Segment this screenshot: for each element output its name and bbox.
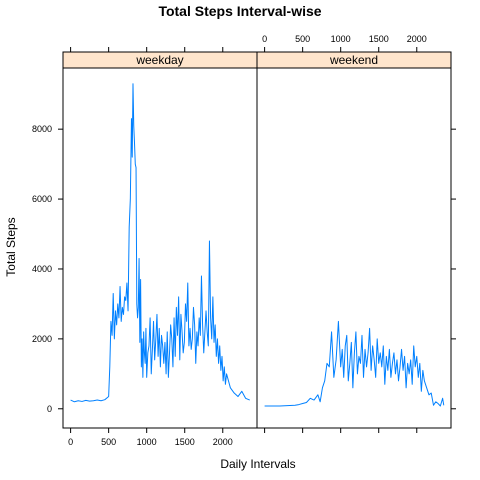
chart-title: Total Steps Interval-wise [158,3,321,19]
x-tick-label: 1500 [369,34,389,44]
y-tick-label: 0 [47,404,52,414]
x-tick-label: 0 [262,34,267,44]
chart-body: weekday 0 500 1000 1500 2000 weekend 0 500 1000 15… [32,34,456,447]
y-tick-label: 4000 [32,264,52,274]
panel-frame-weekday [62,67,258,429]
x-tick-label: 0 [68,437,73,447]
y-tick-label: 6000 [32,194,52,204]
series-line-weekend [264,320,445,407]
x-tick-label: 500 [101,437,116,447]
x-tick-label: 500 [295,34,310,44]
x-axis-label: Daily Intervals [220,457,295,471]
x-tick-label: 1000 [331,34,351,44]
y-axis-label: Total Steps [4,217,18,276]
x-tick-label: 1000 [137,437,157,447]
y-tick-label: 8000 [32,124,52,134]
x-tick-label: 2000 [407,34,427,44]
x-tick-label: 1500 [175,437,195,447]
strip-label-weekday: weekday [135,53,183,67]
panel-frame-weekend [256,67,452,429]
x-tick-label: 2000 [213,437,233,447]
strip-label-weekend: weekend [329,53,378,67]
y-tick-label: 2000 [32,334,52,344]
series-line-weekday [70,83,250,403]
